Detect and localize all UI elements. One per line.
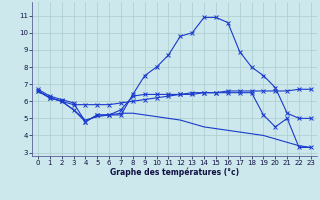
X-axis label: Graphe des températures (°c): Graphe des températures (°c) <box>110 168 239 177</box>
